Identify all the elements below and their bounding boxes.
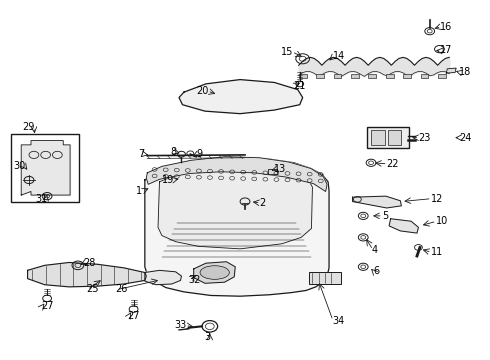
Polygon shape [269,168,277,174]
Text: 34: 34 [332,316,344,325]
Text: 13: 13 [274,164,287,174]
Text: 3: 3 [205,332,211,342]
Text: 2: 2 [260,198,266,208]
Text: 12: 12 [431,194,443,204]
Polygon shape [147,157,327,192]
FancyBboxPatch shape [309,272,341,284]
Text: 15: 15 [280,46,293,57]
Bar [403,74,411,78]
Text: 24: 24 [459,133,471,143]
FancyBboxPatch shape [11,134,79,202]
Text: 7: 7 [139,149,145,159]
Text: 27: 27 [128,311,140,320]
Text: 26: 26 [116,284,128,294]
Text: 14: 14 [333,51,345,61]
Bar [299,74,307,78]
Polygon shape [27,262,147,287]
Polygon shape [21,140,70,195]
Text: 29: 29 [23,122,35,132]
Text: 25: 25 [86,284,98,294]
Text: 33: 33 [174,320,186,330]
Text: 17: 17 [441,45,453,55]
Text: 20: 20 [196,86,208,96]
Text: 5: 5 [382,211,388,221]
Text: 23: 23 [418,133,431,143]
Bar [316,74,324,78]
Text: 9: 9 [196,149,202,159]
Bar [351,74,359,78]
Text: 8: 8 [171,147,176,157]
Text: 32: 32 [189,275,201,285]
Text: 18: 18 [459,67,471,77]
Polygon shape [158,164,313,249]
Bar [334,74,342,78]
Text: 1: 1 [136,186,143,196]
Polygon shape [145,157,329,296]
Bar [371,130,385,145]
Text: 27: 27 [41,301,53,311]
FancyBboxPatch shape [367,127,409,148]
Polygon shape [446,68,456,73]
Polygon shape [389,219,418,233]
Text: 10: 10 [436,216,448,226]
Ellipse shape [200,266,229,279]
Polygon shape [352,196,401,208]
Text: 21: 21 [293,81,305,91]
Polygon shape [145,270,181,285]
Bar [368,74,376,78]
Text: 19: 19 [162,175,174,185]
Bar [388,130,401,145]
Text: 30: 30 [13,161,25,171]
Text: 28: 28 [83,258,95,268]
Polygon shape [194,262,235,283]
Text: 4: 4 [372,245,378,255]
Bar [438,74,446,78]
Text: 11: 11 [431,247,443,257]
Bar [420,74,428,78]
Text: 16: 16 [441,22,453,32]
Text: 22: 22 [387,159,399,169]
Text: 6: 6 [373,266,379,276]
Text: 31: 31 [35,194,47,204]
Polygon shape [179,80,303,114]
Bar [386,74,393,78]
